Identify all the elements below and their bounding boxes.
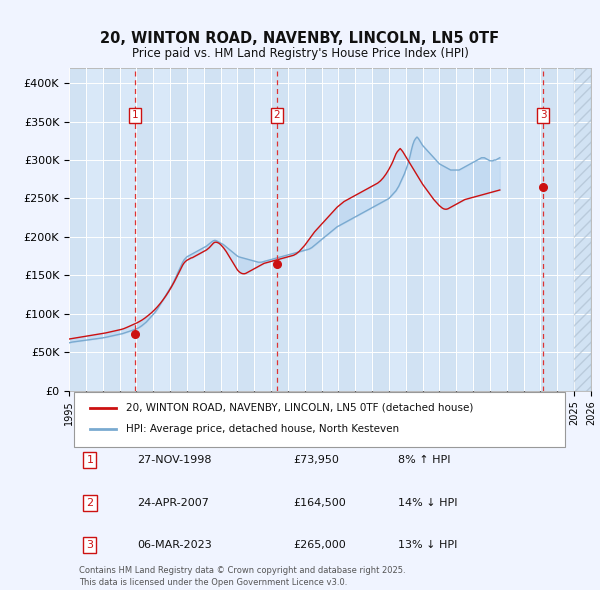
Text: 27-NOV-1998: 27-NOV-1998 <box>137 455 211 465</box>
Bar <box>69 68 86 391</box>
Bar <box>338 68 355 391</box>
Bar <box>305 68 322 391</box>
Bar <box>507 68 524 391</box>
Text: £164,500: £164,500 <box>293 498 346 508</box>
Text: 20, WINTON ROAD, NAVENBY, LINCOLN, LN5 0TF (detached house): 20, WINTON ROAD, NAVENBY, LINCOLN, LN5 0… <box>127 403 474 413</box>
Bar <box>170 68 187 391</box>
Bar <box>136 68 153 391</box>
Bar <box>103 68 119 391</box>
Text: 13% ↓ HPI: 13% ↓ HPI <box>398 540 457 550</box>
Text: 06-MAR-2023: 06-MAR-2023 <box>137 540 212 550</box>
Text: 1: 1 <box>86 455 94 465</box>
Text: 2: 2 <box>86 498 94 508</box>
Bar <box>456 68 473 391</box>
Bar <box>473 68 490 391</box>
Bar <box>372 68 389 391</box>
Bar <box>254 68 271 391</box>
Bar <box>238 68 254 391</box>
Bar <box>406 68 422 391</box>
Text: 2: 2 <box>274 110 280 120</box>
Bar <box>422 68 439 391</box>
Text: 3: 3 <box>86 540 94 550</box>
Bar <box>541 68 557 391</box>
Bar <box>524 68 541 391</box>
Bar <box>355 68 372 391</box>
Bar <box>288 68 305 391</box>
Bar <box>490 68 507 391</box>
Text: 20, WINTON ROAD, NAVENBY, LINCOLN, LN5 0TF: 20, WINTON ROAD, NAVENBY, LINCOLN, LN5 0… <box>100 31 500 46</box>
Text: 14% ↓ HPI: 14% ↓ HPI <box>398 498 457 508</box>
Text: This data is licensed under the Open Government Licence v3.0.: This data is licensed under the Open Gov… <box>79 578 348 586</box>
Bar <box>557 68 574 391</box>
Bar <box>86 68 103 391</box>
Text: £265,000: £265,000 <box>293 540 346 550</box>
Text: HPI: Average price, detached house, North Kesteven: HPI: Average price, detached house, Nort… <box>127 424 400 434</box>
Text: 3: 3 <box>540 110 547 120</box>
Text: 24-APR-2007: 24-APR-2007 <box>137 498 209 508</box>
Text: Price paid vs. HM Land Registry's House Price Index (HPI): Price paid vs. HM Land Registry's House … <box>131 47 469 60</box>
Text: 1: 1 <box>131 110 138 120</box>
Bar <box>119 68 136 391</box>
Text: Contains HM Land Registry data © Crown copyright and database right 2025.: Contains HM Land Registry data © Crown c… <box>79 566 406 575</box>
Bar <box>271 68 288 391</box>
Bar <box>221 68 238 391</box>
FancyBboxPatch shape <box>74 392 565 447</box>
Text: 8% ↑ HPI: 8% ↑ HPI <box>398 455 451 465</box>
Bar <box>389 68 406 391</box>
Text: £73,950: £73,950 <box>293 455 340 465</box>
Bar <box>204 68 221 391</box>
Bar <box>153 68 170 391</box>
Bar <box>322 68 338 391</box>
Bar <box>439 68 456 391</box>
Bar <box>187 68 204 391</box>
Bar <box>574 68 591 391</box>
